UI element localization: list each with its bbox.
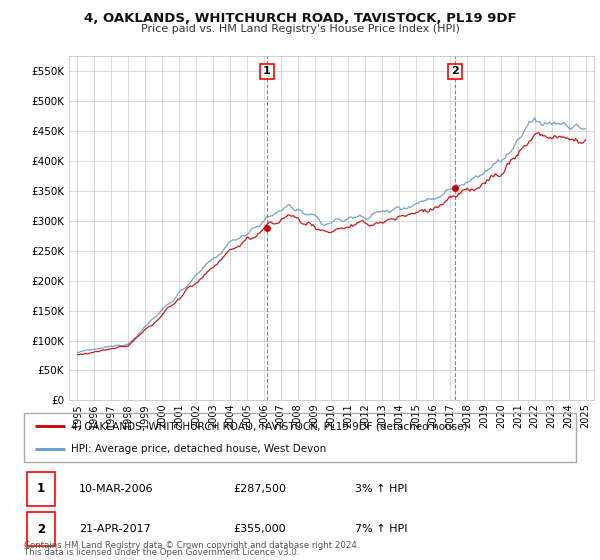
Text: £287,500: £287,500	[234, 484, 287, 494]
Text: 2: 2	[451, 67, 459, 77]
Bar	[27, 472, 55, 506]
Text: 4, OAKLANDS, WHITCHURCH ROAD, TAVISTOCK, PL19 9DF (detached house): 4, OAKLANDS, WHITCHURCH ROAD, TAVISTOCK,…	[71, 421, 467, 431]
Text: 3% ↑ HPI: 3% ↑ HPI	[355, 484, 407, 494]
Text: 21-APR-2017: 21-APR-2017	[79, 524, 151, 534]
Text: Contains HM Land Registry data © Crown copyright and database right 2024.: Contains HM Land Registry data © Crown c…	[24, 541, 359, 550]
Text: 2: 2	[37, 522, 45, 536]
Text: 10-MAR-2006: 10-MAR-2006	[79, 484, 154, 494]
Text: Price paid vs. HM Land Registry's House Price Index (HPI): Price paid vs. HM Land Registry's House …	[140, 24, 460, 34]
Text: 1: 1	[37, 482, 45, 496]
Text: HPI: Average price, detached house, West Devon: HPI: Average price, detached house, West…	[71, 444, 326, 454]
Text: 1: 1	[263, 67, 271, 77]
Bar	[27, 512, 55, 546]
Text: 4, OAKLANDS, WHITCHURCH ROAD, TAVISTOCK, PL19 9DF: 4, OAKLANDS, WHITCHURCH ROAD, TAVISTOCK,…	[83, 12, 517, 25]
Text: 7% ↑ HPI: 7% ↑ HPI	[355, 524, 408, 534]
Text: This data is licensed under the Open Government Licence v3.0.: This data is licensed under the Open Gov…	[24, 548, 299, 557]
Text: £355,000: £355,000	[234, 524, 286, 534]
